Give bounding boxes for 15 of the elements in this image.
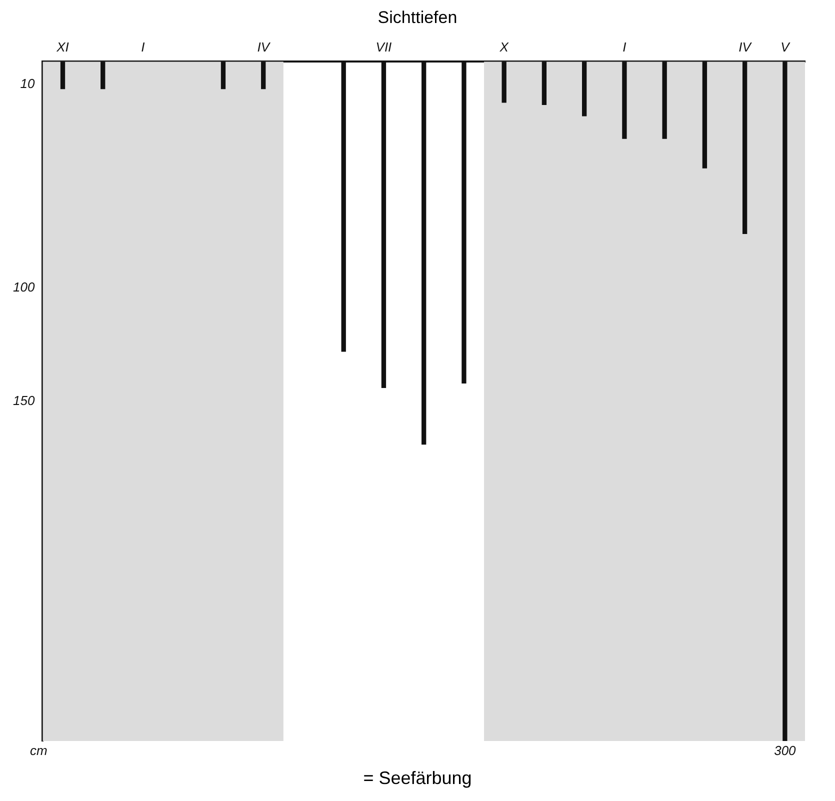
x-tick-label: I (141, 39, 146, 54)
text: = Seefärbung (362, 768, 473, 789)
x-tick-label: IV (257, 39, 271, 54)
x-tick-label: VII (376, 39, 392, 54)
x-tick-label: V (780, 39, 791, 54)
x-tick-label: IV (738, 39, 752, 54)
y-tick-label: 150 (12, 392, 36, 408)
y-tick-label: 10 (20, 76, 36, 91)
chart-title: Sichttiefen (376, 7, 458, 29)
x-tick-label: X (498, 39, 510, 54)
y-tick-label: 100 (12, 280, 36, 295)
x-tick-label: XI (56, 39, 70, 54)
data-label: 300 (774, 743, 797, 758)
y-axis-title: cm (30, 743, 48, 758)
x-tick-label: I (622, 39, 627, 54)
